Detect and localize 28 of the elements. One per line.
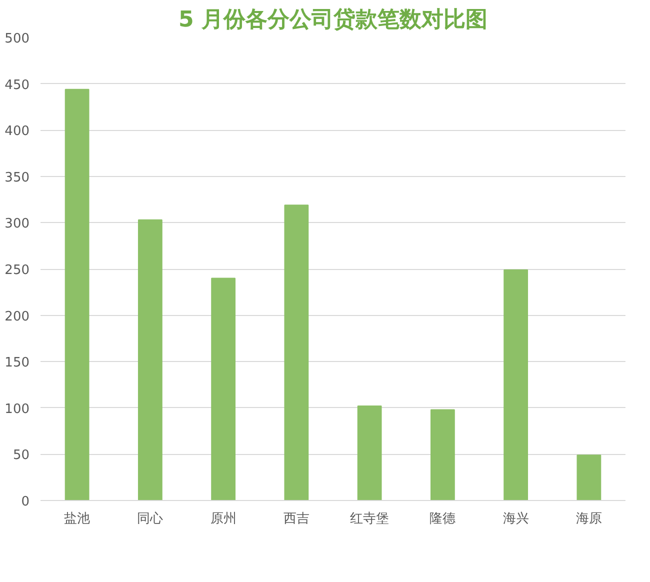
chart-title: 5 月份各分公司贷款笔数对比图 [178, 8, 488, 32]
bar [211, 278, 236, 500]
bar [64, 88, 90, 500]
bar [430, 409, 455, 500]
bar [357, 406, 382, 500]
x-tick-label: 隆德 [430, 512, 456, 526]
x-tick-label: 红寺堡 [350, 512, 390, 526]
x-tick-label: 原州 [210, 512, 236, 526]
y-tick-label: 200 [4, 309, 30, 324]
x-tick-label: 海兴 [502, 512, 529, 526]
y-tick-label: 50 [12, 448, 30, 464]
y-tick-label: 300 [4, 216, 30, 232]
y-tick-label: 150 [4, 356, 30, 371]
x-tick-label: 海原 [576, 512, 602, 526]
bar [138, 219, 162, 500]
y-tick-label: 100 [4, 402, 30, 417]
y-tick-label: 450 [4, 78, 30, 93]
x-tick-label: 同心 [137, 510, 164, 526]
y-tick-label: 250 [4, 263, 30, 278]
bar [284, 204, 309, 500]
y-tick-label: 0 [21, 494, 30, 510]
x-tick-label: 盐池 [64, 512, 90, 526]
x-tick-label: 西吉 [283, 512, 310, 526]
bar [504, 269, 528, 500]
y-tick-label: 350 [4, 170, 30, 186]
y-tick-label: 500 [4, 32, 30, 46]
y-tick-label: 400 [4, 124, 30, 140]
bar [576, 454, 602, 500]
